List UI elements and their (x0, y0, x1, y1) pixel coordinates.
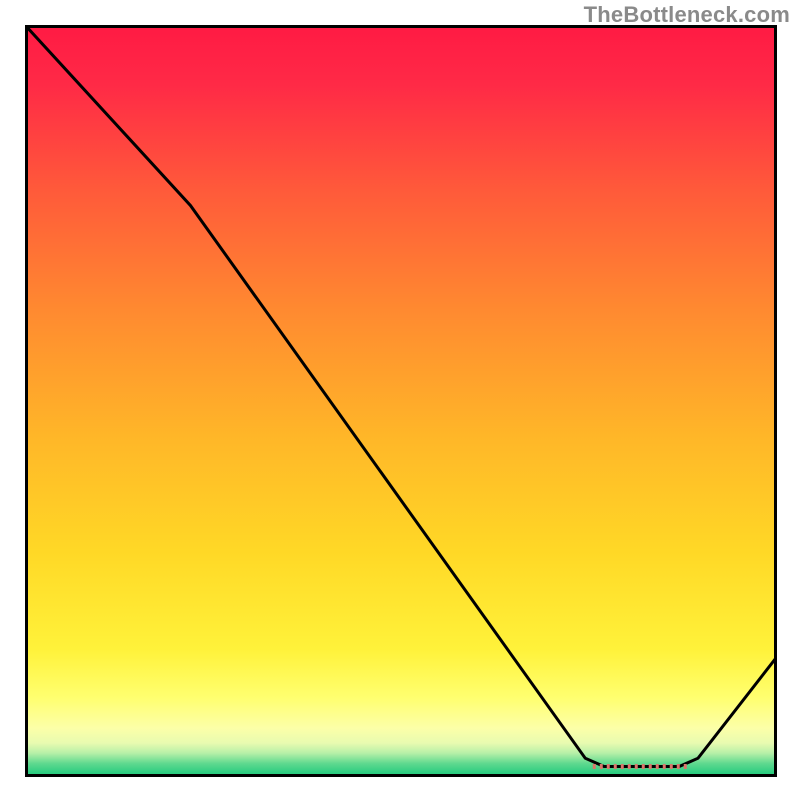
plot-area (25, 25, 777, 777)
chart-canvas: TheBottleneck.com (0, 0, 800, 800)
